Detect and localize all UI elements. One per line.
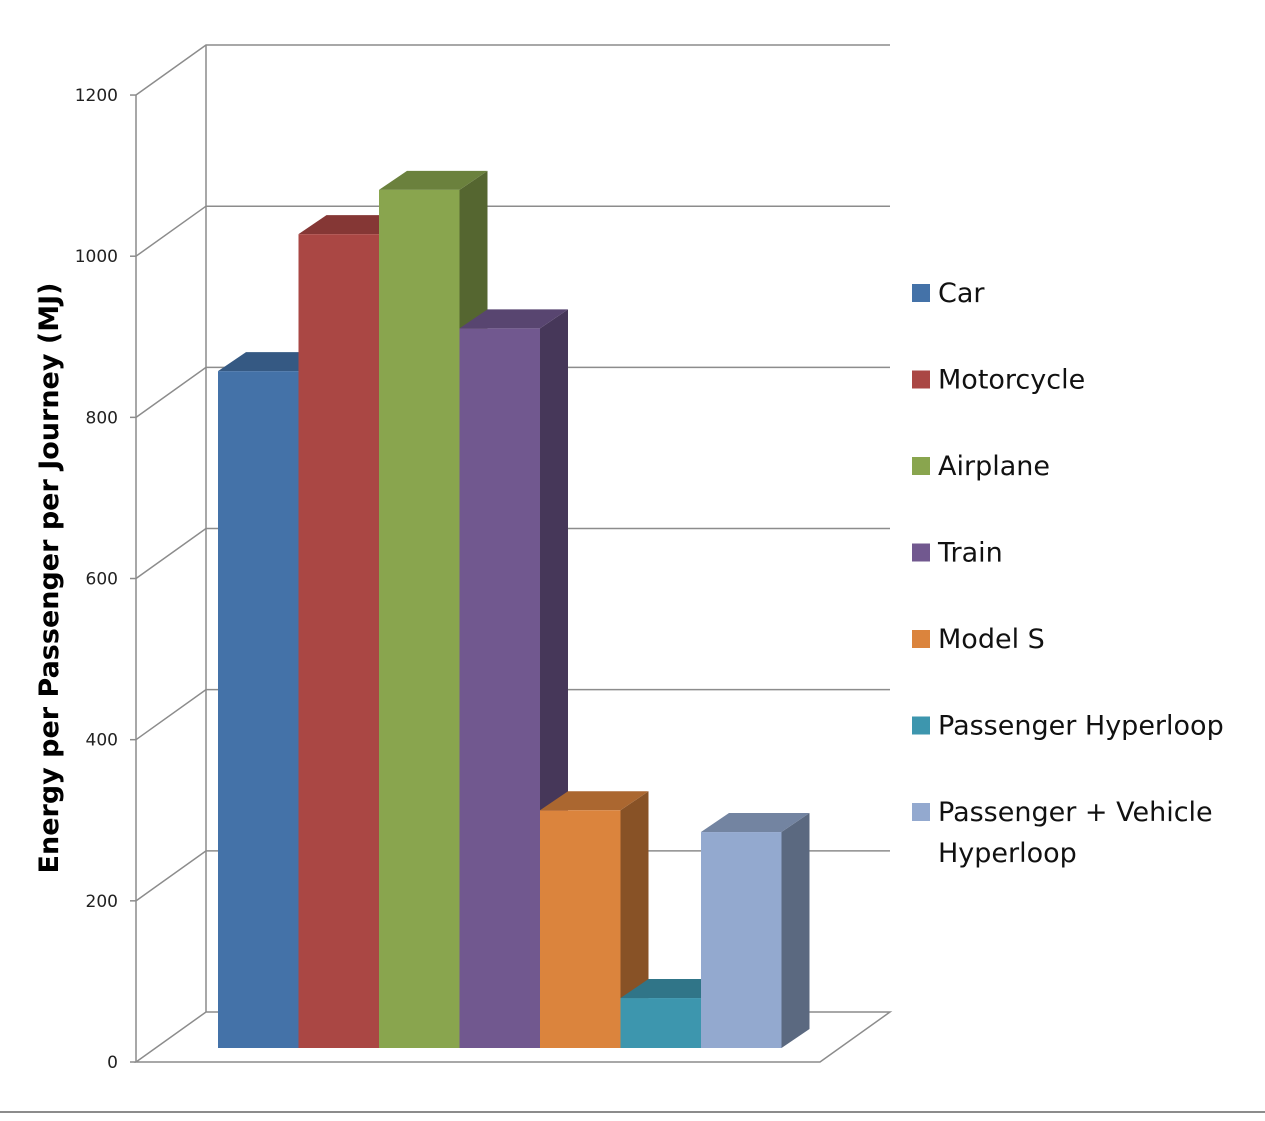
- legend-swatch: [912, 716, 930, 735]
- legend-item-car: Car: [912, 278, 985, 309]
- bar-top: [459, 309, 568, 329]
- legend-label-line: Airplane: [938, 451, 1050, 482]
- floor: [133, 1011, 893, 1063]
- y-tick-label: 0: [107, 1053, 118, 1073]
- legend-label: Passenger + Vehicle Hyperloop: [938, 797, 1213, 869]
- gridlines: [135, 44, 890, 902]
- y-tick-label: 400: [86, 731, 118, 751]
- legend-item-train: Train: [912, 538, 1003, 569]
- gridline-1000: [135, 205, 890, 257]
- legend-label: Train: [937, 538, 1003, 569]
- y-tick-label: 1200: [75, 86, 118, 106]
- gridline-600: [135, 527, 890, 580]
- legend-item-passenger-hyperloop: Passenger Hyperloop: [912, 711, 1224, 742]
- legend-item-passenger-vehicle-hyperloop: Passenger + Vehicle Hyperloop: [912, 797, 1213, 869]
- legend-label-line: Motorcycle: [938, 365, 1085, 396]
- bar-front: [620, 998, 701, 1048]
- legend-label: Motorcycle: [938, 365, 1085, 396]
- legend-swatch: [912, 630, 930, 648]
- legend-label-line: Passenger Hyperloop: [938, 711, 1224, 742]
- bar-top: [540, 791, 649, 811]
- legend-label: Airplane: [938, 451, 1050, 482]
- legend-swatch: [912, 457, 930, 475]
- legend-label-line: Car: [938, 278, 985, 309]
- legend-label: Passenger Hyperloop: [938, 711, 1224, 742]
- y-axis-label: Energy per Passenger per Journey (MJ): [34, 283, 65, 874]
- bar-front: [298, 234, 379, 1049]
- legend-item-airplane: Airplane: [912, 451, 1050, 482]
- bar-top: [379, 170, 488, 190]
- legend-swatch: [912, 803, 930, 821]
- bar-front: [459, 328, 540, 1048]
- y-tick-label: 200: [86, 892, 118, 912]
- bar-front: [379, 189, 460, 1048]
- legend-swatch: [912, 284, 930, 302]
- legend-label-line: Passenger + Vehicle: [938, 797, 1213, 828]
- legend-swatch: [912, 370, 930, 389]
- legend-label-line: Hyperloop: [938, 838, 1077, 869]
- gridline-1200: [135, 44, 890, 96]
- legend-item-model-s: Model S: [912, 624, 1045, 655]
- legend-swatch: [912, 543, 930, 562]
- y-tick-label: 800: [86, 408, 118, 428]
- legend-label: Model S: [938, 624, 1045, 655]
- bar-passenger-vehicle-hyperloop: [701, 813, 810, 1048]
- bar-side: [781, 813, 810, 1048]
- gridline-200: [135, 850, 890, 902]
- bar-front: [701, 832, 782, 1048]
- legend-label-line: Train: [937, 538, 1003, 569]
- y-axis-ticks: 0 200 400 600 800 1000 1200: [75, 86, 136, 1073]
- legend-label-line: Model S: [938, 624, 1045, 655]
- y-tick-label: 1000: [75, 247, 118, 267]
- y-tick-label: 600: [86, 570, 118, 590]
- legend-label: Car: [938, 278, 985, 309]
- bars: [218, 170, 810, 1049]
- gridline-400: [135, 688, 890, 741]
- legend-item-motorcycle: Motorcycle: [912, 365, 1085, 396]
- bar-front: [218, 371, 299, 1048]
- gridline-800: [135, 366, 890, 418]
- legend: Car Motorcycle Airplane Train Model S Passeng…: [912, 278, 1224, 869]
- bar-top: [701, 813, 810, 833]
- bar-front: [540, 810, 621, 1048]
